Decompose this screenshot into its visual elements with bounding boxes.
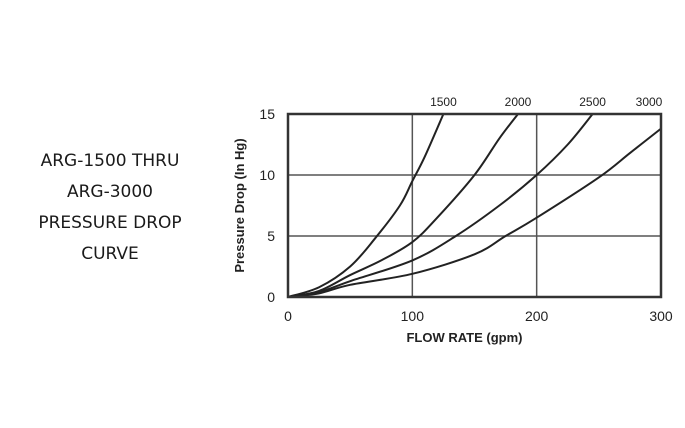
y-tick-label: 0 — [267, 289, 275, 305]
series-label-3000: 3000 — [636, 95, 663, 109]
series-line-2500 — [287, 113, 594, 298]
x-tick-label: 100 — [401, 308, 425, 324]
series-line-2000 — [287, 113, 519, 298]
chart-side-title: ARG-1500 THRU ARG-3000 PRESSURE DROP CUR… — [10, 146, 210, 270]
series-label-1500: 1500 — [430, 95, 457, 109]
x-tick-label: 300 — [649, 308, 673, 324]
plot-frame — [286, 112, 663, 299]
series-line-1500 — [287, 113, 445, 298]
title-line: PRESSURE DROP — [38, 213, 182, 233]
x-tick-label: 0 — [284, 308, 292, 324]
series-label-2000: 2000 — [505, 95, 532, 109]
y-tick-label: 10 — [259, 167, 275, 183]
y-tick-label: 5 — [267, 228, 275, 244]
series-line-3000 — [287, 127, 662, 298]
y-tick-label: 15 — [259, 106, 275, 122]
x-axis-label: FLOW RATE (gpm) — [406, 330, 522, 345]
title-line: ARG-1500 THRU — [40, 151, 180, 171]
title-line: CURVE — [81, 244, 139, 264]
x-tick-label: 200 — [525, 308, 549, 324]
y-axis-label: Pressure Drop (In Hg) — [232, 138, 247, 272]
title-line: ARG-3000 — [66, 182, 153, 202]
series-label-2500: 2500 — [579, 95, 606, 109]
